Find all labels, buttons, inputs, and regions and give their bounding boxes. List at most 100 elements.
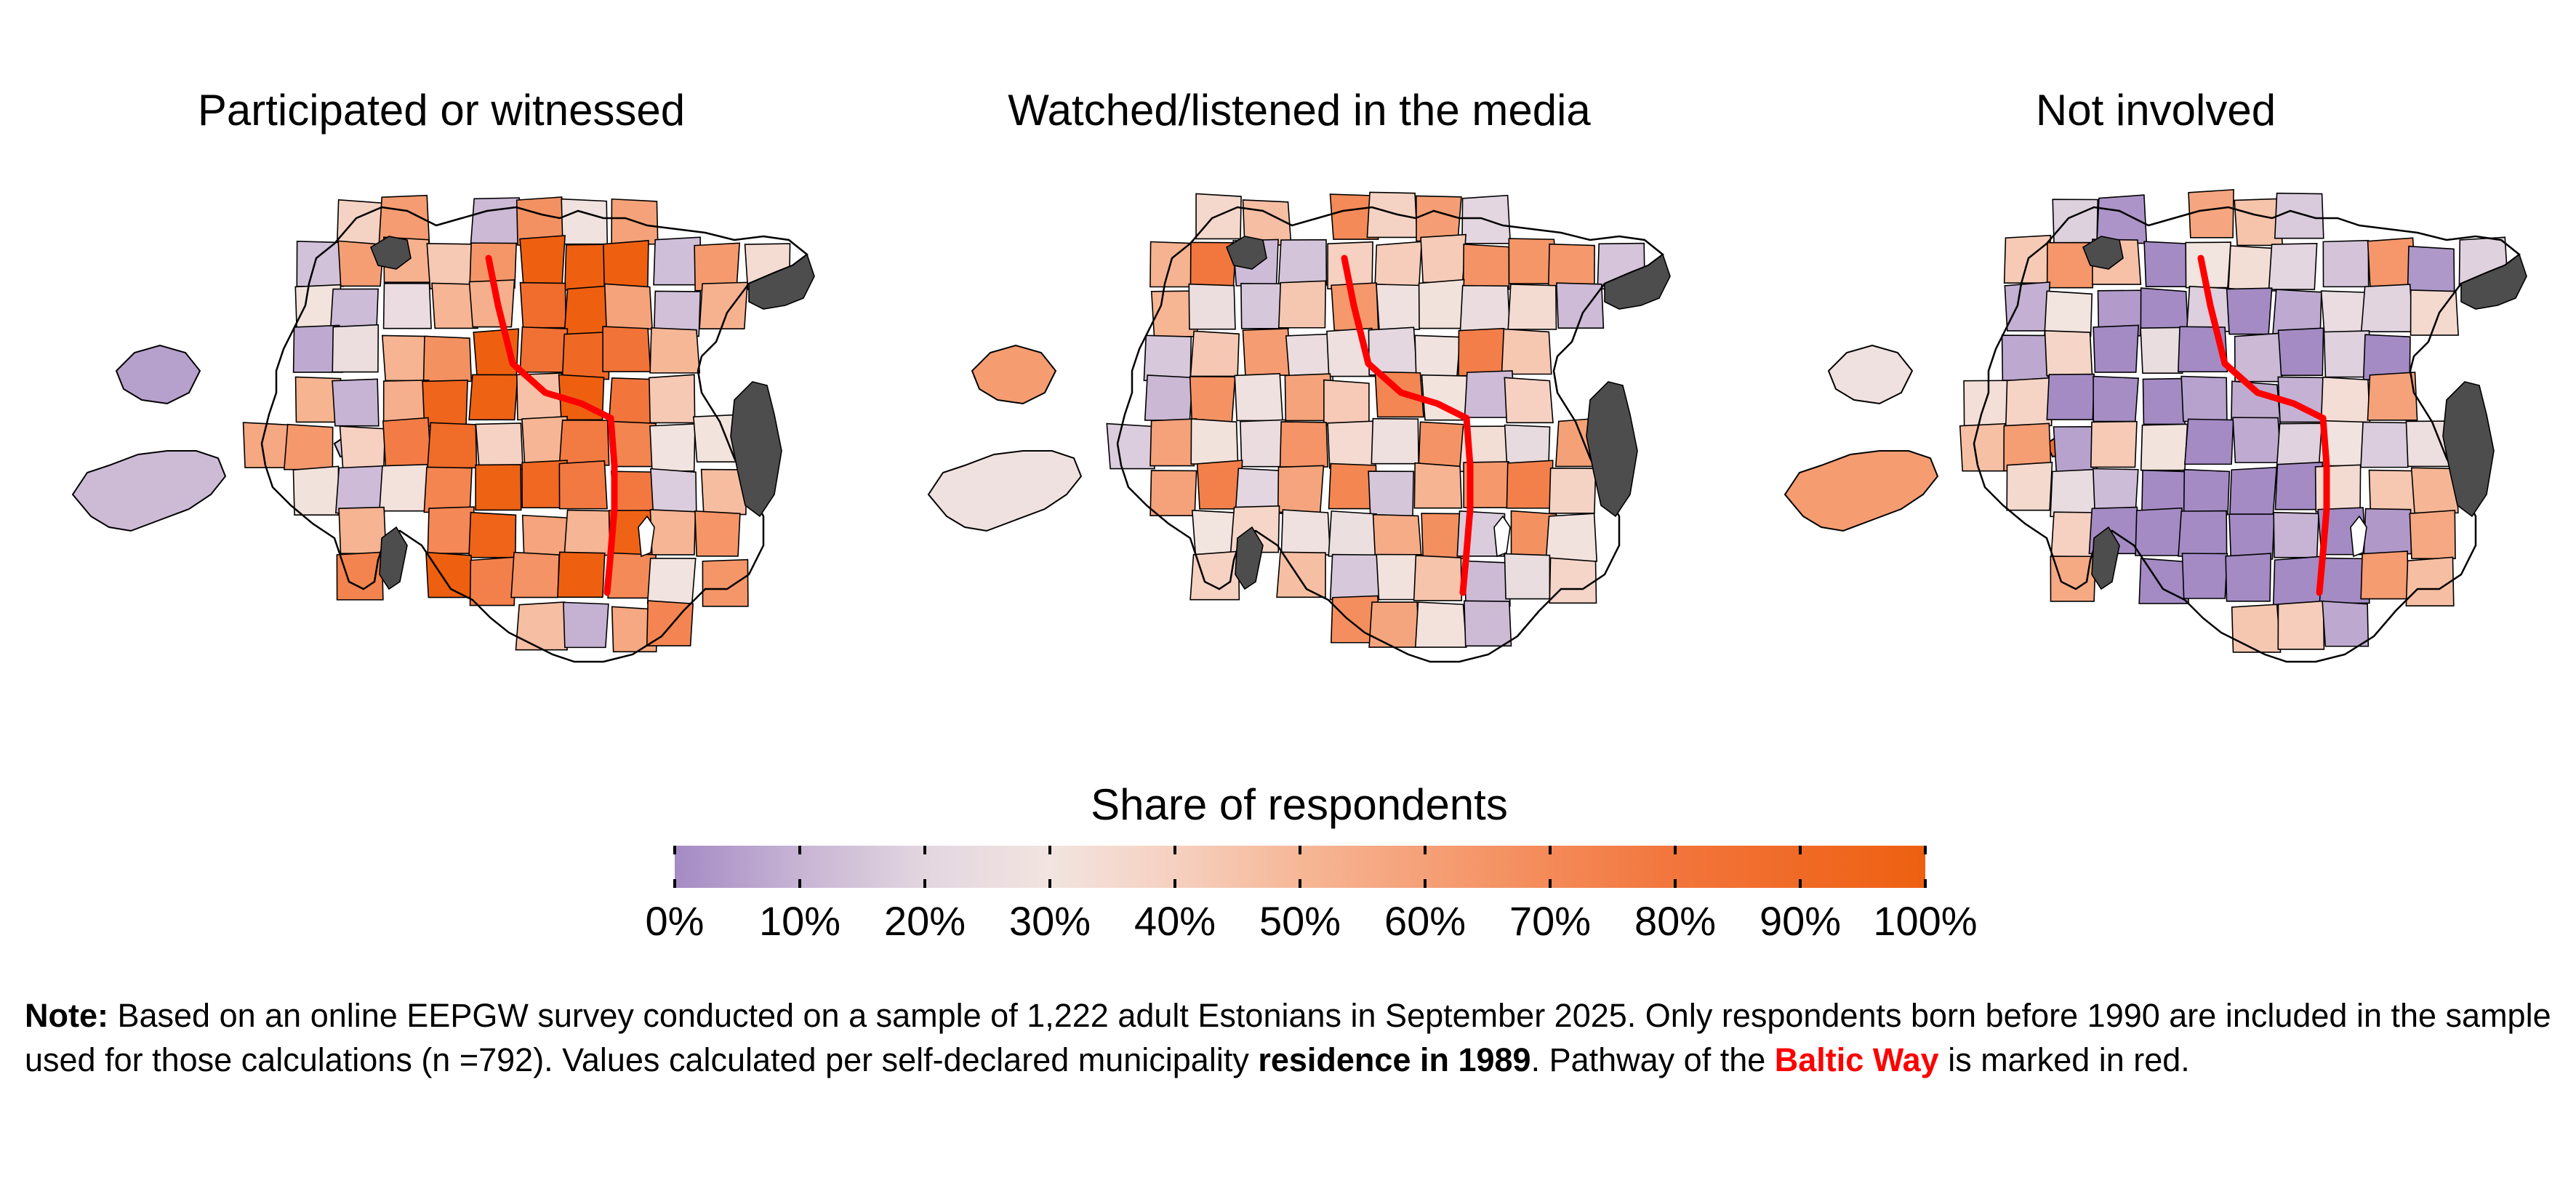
panel-title-media: Watched/listened in the media bbox=[1008, 86, 1591, 135]
hiiumaa-island bbox=[115, 344, 201, 405]
municipality bbox=[422, 335, 473, 382]
municipality bbox=[2229, 466, 2278, 516]
legend-colorbar bbox=[673, 846, 1927, 888]
municipality bbox=[1507, 284, 1557, 330]
municipality bbox=[2050, 468, 2098, 518]
parnu-no-data bbox=[379, 526, 408, 590]
municipality bbox=[468, 511, 517, 558]
note-text-1: Based on an online EEPGW survey conducte… bbox=[25, 997, 2551, 1078]
baltic-way-path bbox=[1341, 255, 1474, 596]
municipality bbox=[558, 420, 610, 466]
municipality bbox=[2274, 192, 2324, 239]
municipality bbox=[2320, 376, 2371, 423]
municipality bbox=[557, 551, 606, 598]
legend-tick-label: 30% bbox=[1008, 898, 1091, 944]
municipality bbox=[1959, 422, 2006, 472]
municipality bbox=[2277, 600, 2325, 650]
municipality bbox=[1963, 380, 2010, 427]
municipality bbox=[2272, 289, 2322, 335]
legend-title: Share of respondents bbox=[1091, 780, 1508, 829]
municipality bbox=[2181, 553, 2228, 599]
parnu-no-data bbox=[1235, 526, 1264, 590]
municipality bbox=[426, 243, 473, 289]
municipality bbox=[2185, 241, 2232, 289]
municipality bbox=[561, 331, 610, 380]
municipality bbox=[337, 240, 385, 287]
municipality bbox=[423, 466, 473, 513]
municipality bbox=[1413, 555, 1463, 601]
narva-no-data bbox=[748, 253, 815, 310]
municipality bbox=[1376, 284, 1422, 330]
municipality bbox=[2135, 507, 2186, 556]
footnote: Note: Based on an online EEPGW survey co… bbox=[25, 993, 2555, 1082]
municipality bbox=[2314, 464, 2362, 513]
note-label: Note: bbox=[25, 997, 108, 1034]
municipality bbox=[1144, 374, 1194, 421]
map-not-involved bbox=[1783, 188, 2527, 663]
municipality bbox=[2322, 239, 2370, 288]
municipality bbox=[1464, 560, 1511, 607]
municipality bbox=[1277, 239, 1328, 286]
municipality bbox=[1190, 418, 1239, 465]
municipality bbox=[379, 463, 432, 512]
municipality bbox=[2046, 241, 2094, 289]
municipality bbox=[1549, 467, 1597, 514]
municipality bbox=[603, 239, 649, 290]
municipality bbox=[2360, 421, 2409, 468]
municipality bbox=[2231, 604, 2282, 653]
municipality bbox=[2044, 290, 2093, 337]
municipality bbox=[339, 425, 386, 472]
municipality bbox=[1418, 421, 1466, 468]
municipality bbox=[1329, 553, 1381, 601]
municipality bbox=[1501, 328, 1552, 375]
municipality bbox=[1372, 513, 1423, 561]
municipality bbox=[431, 282, 478, 329]
municipality bbox=[519, 281, 566, 329]
tallinn-no-data bbox=[1226, 236, 1267, 270]
municipality bbox=[1374, 241, 1423, 291]
municipality bbox=[2226, 287, 2273, 335]
municipality bbox=[1279, 421, 1329, 468]
municipality bbox=[2178, 510, 2228, 557]
municipality bbox=[1368, 601, 1420, 648]
municipality bbox=[334, 465, 385, 514]
municipality bbox=[2183, 468, 2231, 516]
municipality bbox=[519, 326, 569, 373]
municipality bbox=[653, 290, 702, 337]
municipality bbox=[1462, 244, 1510, 290]
municipality bbox=[381, 334, 429, 382]
municipality bbox=[2405, 556, 2455, 606]
municipality bbox=[2409, 509, 2456, 559]
municipality bbox=[475, 422, 523, 470]
municipality bbox=[1545, 513, 1598, 562]
municipality bbox=[2096, 194, 2148, 244]
municipality bbox=[2188, 188, 2234, 239]
municipality bbox=[2001, 334, 2049, 381]
municipality bbox=[2044, 329, 2093, 377]
municipality bbox=[422, 380, 468, 428]
municipality bbox=[610, 470, 657, 517]
municipality bbox=[470, 197, 523, 245]
lake-peipus bbox=[1586, 381, 1638, 518]
tallinn-no-data bbox=[370, 236, 412, 270]
municipality bbox=[1547, 243, 1595, 290]
municipality bbox=[1463, 600, 1512, 647]
municipality bbox=[2407, 245, 2455, 292]
mainland-outline bbox=[260, 206, 809, 663]
municipality bbox=[1413, 462, 1463, 509]
municipality bbox=[694, 510, 741, 557]
municipality bbox=[382, 282, 432, 329]
mainland-outline bbox=[1116, 206, 1665, 663]
municipality bbox=[427, 422, 478, 469]
municipality bbox=[1280, 509, 1331, 556]
municipality bbox=[1242, 328, 1293, 376]
municipality bbox=[425, 551, 474, 598]
municipality bbox=[2268, 243, 2318, 290]
municipality bbox=[649, 509, 697, 556]
municipality bbox=[1188, 283, 1236, 330]
municipality bbox=[2277, 327, 2324, 377]
saaremaa-island bbox=[71, 450, 227, 532]
legend-tick-label: 90% bbox=[1759, 898, 1842, 944]
municipality bbox=[702, 558, 749, 607]
